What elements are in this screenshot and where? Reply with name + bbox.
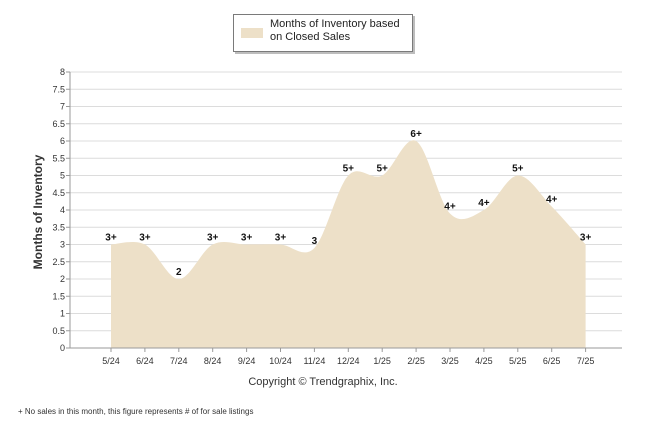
data-label: 4+	[546, 195, 558, 206]
x-tick-label: 5/25	[509, 356, 527, 366]
x-tick-label: 3/25	[441, 356, 459, 366]
data-label: 6+	[410, 129, 422, 140]
data-label: 3+	[275, 233, 287, 244]
legend: Months of Inventory based on Closed Sale…	[233, 14, 413, 52]
y-tick-label: 0.5	[52, 326, 65, 336]
x-tick-label: 5/24	[102, 356, 120, 366]
series-area	[111, 140, 586, 348]
x-tick-label: 9/24	[238, 356, 256, 366]
data-label: 3+	[139, 233, 151, 244]
y-tick-label: 5.5	[52, 153, 65, 163]
y-tick-label: 3	[60, 240, 65, 250]
y-tick-label: 4.5	[52, 188, 65, 198]
x-tick-labels: 5/24 6/24 7/24 8/24 9/24 10/24 11/24 12/24 1/25 2…	[102, 356, 594, 366]
data-label: 3+	[580, 233, 592, 244]
x-tick-label: 11/24	[303, 356, 325, 366]
footnote: + No sales in this month, this figure re…	[18, 407, 254, 416]
x-tick-label: 6/25	[543, 356, 561, 366]
y-tick-label: 5	[60, 171, 65, 181]
legend-label: Months of Inventory based on Closed Sale…	[270, 18, 400, 43]
y-axis-label: Months of Inventory	[31, 154, 45, 269]
x-tick-label: 7/25	[577, 356, 595, 366]
data-labels: 3+ 3+ 2 3+ 3+ 3+ 3 5+ 5+ 6+ 4+ 4+ 5+ 4+ 3+	[105, 129, 591, 278]
data-label: 3+	[241, 233, 253, 244]
y-tick-label: 7	[60, 102, 65, 112]
data-label: 3	[312, 236, 318, 247]
x-tick-label: 4/25	[475, 356, 493, 366]
data-label: 5+	[343, 164, 355, 175]
y-tick-label: 6.5	[52, 119, 65, 129]
axes	[69, 72, 622, 352]
y-tick-label: 0	[60, 343, 65, 353]
data-label: 5+	[512, 164, 524, 175]
data-label: 5+	[376, 164, 388, 175]
x-tick-label: 8/24	[204, 356, 222, 366]
y-tick-label: 2.5	[52, 257, 65, 267]
y-tick-label: 1	[60, 309, 65, 319]
y-tick-label: 6	[60, 136, 65, 146]
x-tick-label: 2/25	[407, 356, 425, 366]
y-tick-label: 2	[60, 274, 65, 284]
y-tick-label: 3.5	[52, 222, 65, 232]
x-tick-label: 1/25	[373, 356, 391, 366]
data-label: 3+	[105, 233, 117, 244]
y-tick-label: 4	[60, 205, 65, 215]
area-series	[111, 140, 586, 348]
data-label: 3+	[207, 233, 219, 244]
x-tick-label: 10/24	[269, 356, 292, 366]
legend-swatch	[241, 28, 263, 38]
x-tick-label: 6/24	[136, 356, 154, 366]
x-tick-label: 12/24	[337, 356, 360, 366]
data-label: 4+	[478, 198, 490, 209]
data-label: 2	[176, 267, 182, 278]
y-tick-label: 1.5	[52, 291, 65, 301]
y-tick-label: 7.5	[52, 84, 65, 94]
copyright-text: Copyright © Trendgraphix, Inc.	[248, 376, 398, 388]
y-tick-labels: 0 0.5 1 1.5 2 2.5 3 3.5 4 4.5 5 5.5 6 6.5 7 7.5 8	[52, 67, 65, 353]
y-tick-label: 8	[60, 67, 65, 77]
data-label: 4+	[444, 201, 456, 212]
x-tick-label: 7/24	[170, 356, 188, 366]
